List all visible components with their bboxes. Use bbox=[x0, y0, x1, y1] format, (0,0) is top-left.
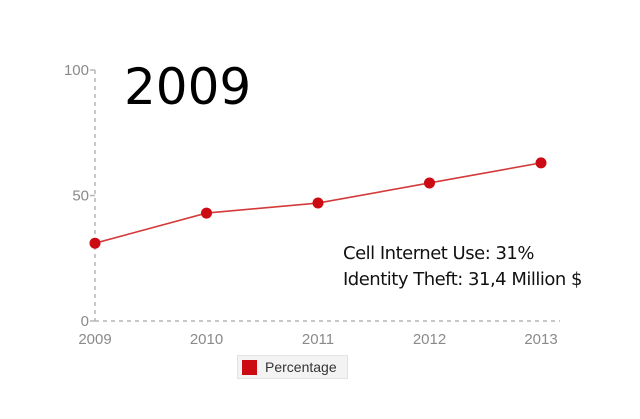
data-point bbox=[424, 177, 435, 189]
x-tick-label: 2012 bbox=[413, 331, 446, 348]
x-tick-label: 2013 bbox=[524, 331, 557, 348]
x-tick-label: 2011 bbox=[302, 331, 334, 348]
y-tick-label: 0 bbox=[81, 313, 89, 330]
data-point bbox=[535, 157, 547, 169]
data-point bbox=[201, 207, 212, 219]
identity-theft-annotation: Identity Theft: 31,4 Million $ bbox=[343, 269, 582, 290]
chart-series bbox=[89, 157, 547, 249]
cell-internet-use-annotation: Cell Internet Use: 31% bbox=[343, 243, 534, 264]
chart-legend: Percentage bbox=[237, 355, 348, 379]
x-tick-label: 2009 bbox=[78, 331, 111, 348]
data-point bbox=[312, 197, 324, 209]
y-tick-label: 50 bbox=[72, 188, 89, 205]
y-tick-label: 100 bbox=[64, 62, 89, 79]
chart-axes bbox=[90, 69, 560, 322]
legend-label: Percentage bbox=[265, 359, 337, 375]
x-tick-label: 2010 bbox=[190, 331, 223, 348]
legend-swatch bbox=[242, 359, 257, 375]
year-overlay: 2009 bbox=[124, 58, 252, 116]
data-point bbox=[89, 237, 101, 249]
chart-tick-labels: 0 50 100 2009 2010 2011 2012 2013 bbox=[64, 62, 558, 348]
